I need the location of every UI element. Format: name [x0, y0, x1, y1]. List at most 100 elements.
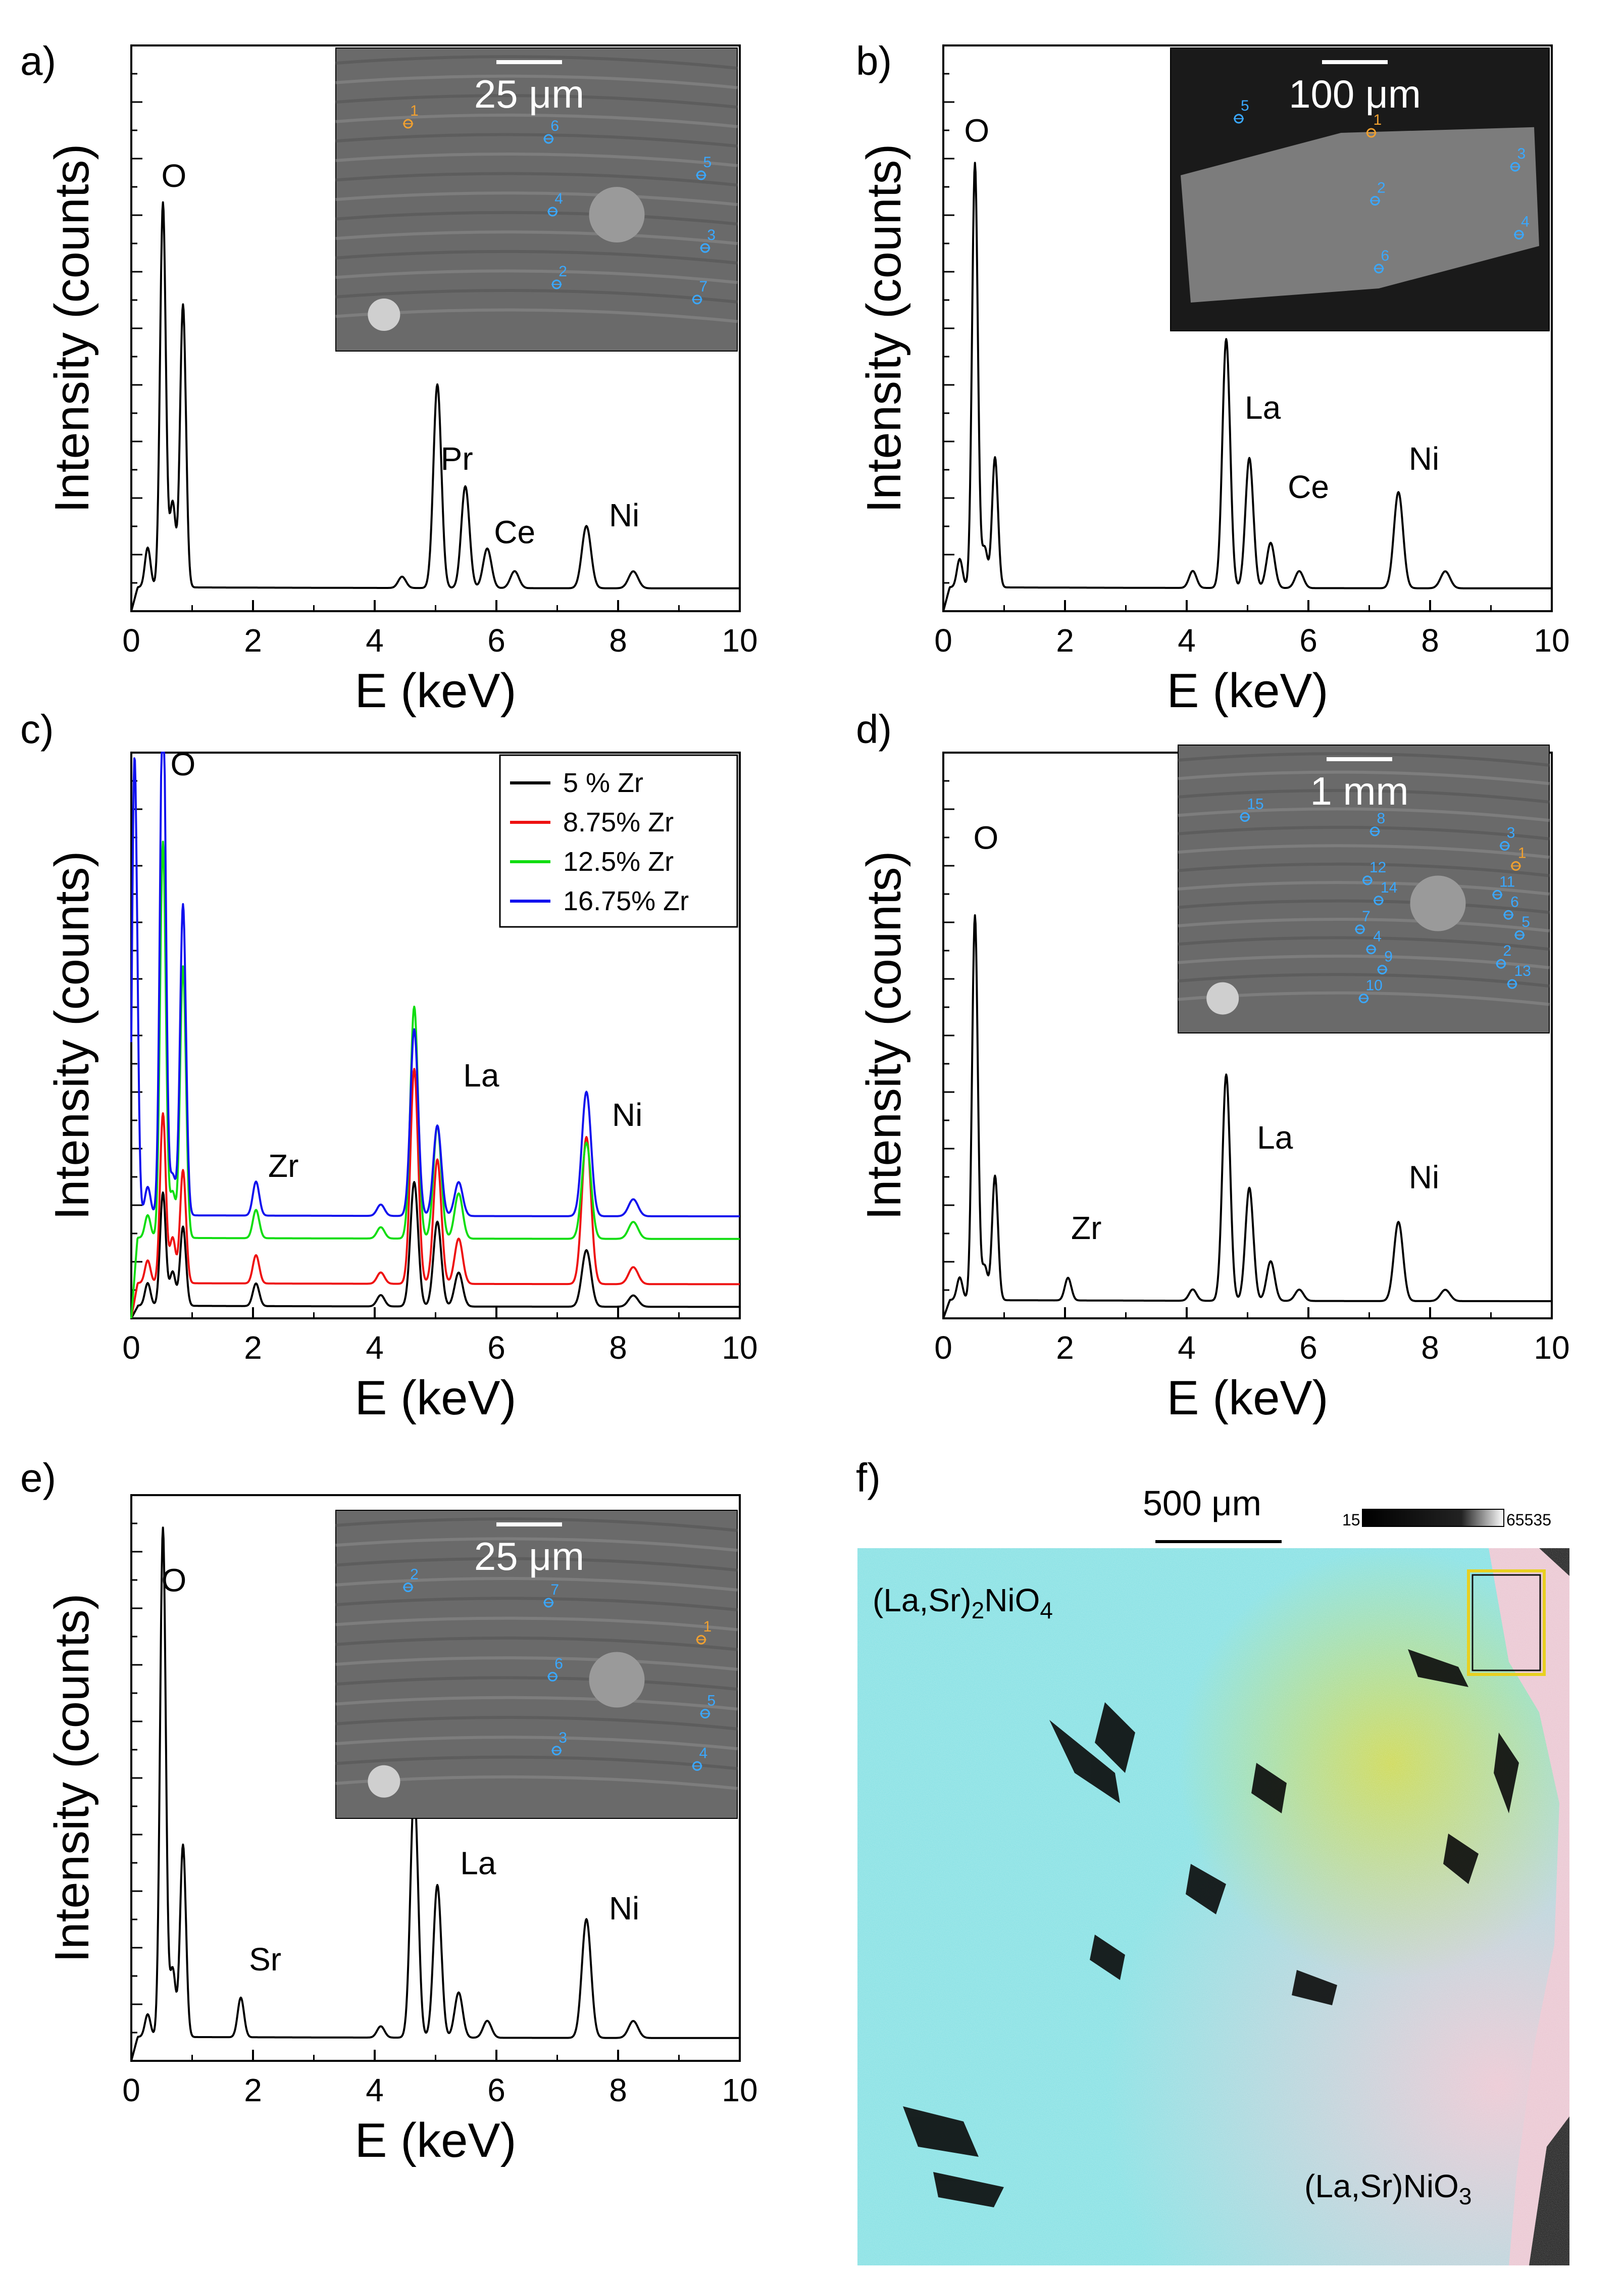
sem-texture [335, 1537, 738, 1552]
sem-inset: 25 μm 2 3 5 6 1 7 4 [335, 1510, 738, 1819]
eds-spectrum-c: 0 2 4 6 8 10 E (keV) Intensity (counts) O Zr La Ni 5… [45, 746, 758, 1425]
sem-texture [335, 133, 738, 148]
sem-scale-label: 25 μm [474, 72, 584, 116]
sem-point-label: 11 [1499, 873, 1515, 890]
sem-texture [335, 1736, 738, 1751]
sem-particle [368, 1765, 400, 1798]
x-tick-label: 6 [1299, 622, 1317, 659]
sem-inset: 25 μm 1 2 3 4 5 6 7 [335, 47, 738, 352]
sem-point-label: 6 [554, 1655, 563, 1672]
peak-label-sr: Sr [249, 1941, 281, 1978]
sem-point-label: 3 [1507, 825, 1515, 842]
sem-point-label: 3 [1517, 145, 1526, 162]
sem-point-label: 2 [1503, 943, 1511, 959]
sem-texture [335, 1716, 738, 1731]
x-tick-label: 8 [609, 622, 627, 659]
x-tick-label: 4 [1178, 1329, 1196, 1366]
peak-label-ni: Ni [1409, 1159, 1439, 1195]
sem-point-label: 12 [1369, 859, 1386, 876]
sem-point-label: 10 [1366, 977, 1383, 994]
sem-particle [589, 1652, 645, 1708]
sem-point-label: 1 [703, 1618, 712, 1635]
peak-label-la: La [463, 1057, 499, 1094]
eds-spectrum-b: 0 2 4 6 8 10 E (keV) Intensity (counts) O La Ce Ni 1… [857, 44, 1570, 718]
sem-point-label: 4 [1521, 214, 1530, 230]
sem-texture [335, 1577, 738, 1592]
x-tick-label: 4 [1178, 622, 1196, 659]
x-axis-title: E (keV) [1166, 1371, 1328, 1425]
x-axis-title: E (keV) [354, 664, 516, 718]
peak-label-o: O [171, 746, 196, 782]
x-tick-label: 6 [487, 622, 505, 659]
x-tick-label: 0 [934, 1329, 952, 1366]
sem-texture [335, 191, 738, 206]
eds-spectrum-d: 0 2 4 6 8 10 E (keV) Intensity (counts) O Zr La Ni 1… [857, 745, 1570, 1425]
sem-texture [1178, 770, 1550, 785]
y-axis-title: Intensity (counts) [857, 851, 911, 1220]
legend-label-3: 16.75% Zr [563, 886, 689, 916]
sem-texture [335, 94, 738, 109]
peak-label-la: La [1245, 389, 1281, 426]
phase-map-image [857, 1548, 1569, 2265]
map-colorbar-max: 65535 [1506, 1511, 1551, 1529]
map-colorbar [1362, 1509, 1504, 1527]
peak-label-ce: Ce [1288, 469, 1329, 505]
phase-label-top: (La,Sr)2NiO4 [873, 1582, 1053, 1623]
sem-point-label: 1 [1518, 845, 1527, 861]
panel-letter-b: b) [856, 38, 892, 83]
peak-label-o: O [161, 1562, 186, 1598]
peak-label-ce: Ce [494, 514, 535, 551]
sem-texture [335, 250, 738, 265]
x-tick-label: 6 [487, 1329, 505, 1366]
peak-label-ni: Ni [612, 1097, 642, 1133]
x-tick-label: 8 [609, 2072, 627, 2108]
panel-letter-f: f) [856, 1455, 881, 1500]
sem-point-label: 4 [699, 1745, 708, 1761]
spectrum-line [942, 162, 1552, 612]
sem-texture [1178, 807, 1550, 822]
peak-label-ni: Ni [609, 497, 639, 533]
sem-texture [335, 1755, 738, 1770]
eds-spectrum-e: 0 2 4 6 8 10 E (keV) Intensity (counts) O Sr La Ni 2… [45, 1494, 758, 2167]
x-tick-label: 2 [1056, 1329, 1074, 1366]
sem-point-label: 4 [554, 190, 563, 207]
peak-label-pr: Pr [441, 440, 473, 477]
sem-texture [335, 211, 738, 226]
map-scale-label: 500 μm [1143, 1484, 1261, 1523]
sem-point-label: 13 [1514, 963, 1531, 979]
x-tick-label: 4 [366, 622, 384, 659]
x-tick-label: 8 [1421, 622, 1439, 659]
peak-label-o: O [161, 158, 186, 194]
panel-letter-d: d) [856, 707, 892, 752]
map-selection-box [1467, 1569, 1546, 1676]
x-tick-label: 10 [722, 2072, 757, 2108]
x-tick-label: 2 [1056, 622, 1074, 659]
sem-texture [1178, 788, 1550, 804]
sem-scale-label: 100 μm [1289, 72, 1421, 116]
x-axis-title: E (keV) [354, 2113, 516, 2167]
sem-inset: 100 μm 5 6 4 2 3 1 [1170, 47, 1550, 331]
x-tick-label: 0 [122, 2072, 140, 2108]
sem-point-label: 7 [550, 1582, 559, 1598]
sem-point-label: 6 [550, 118, 559, 134]
phase-label-bottom: (La,Sr)NiO3 [1304, 2168, 1471, 2209]
spectrum-line [130, 201, 740, 612]
y-axis-title: Intensity (counts) [857, 144, 911, 513]
peak-label-zr: Zr [268, 1148, 298, 1184]
sem-texture [1178, 973, 1550, 988]
peak-label-ni: Ni [1409, 440, 1439, 477]
panel-letter-a: a) [20, 38, 57, 83]
peak-label-ni: Ni [609, 1890, 639, 1926]
sem-grain [1181, 127, 1539, 303]
map-colorbar-min: 15 [1342, 1511, 1360, 1529]
sem-texture [335, 1656, 738, 1671]
spectrum-line [130, 1526, 740, 2061]
sem-particle [1206, 982, 1239, 1015]
x-tick-label: 0 [122, 622, 140, 659]
sem-point-label: 5 [1241, 97, 1249, 114]
x-tick-label: 2 [244, 1329, 262, 1366]
x-tick-label: 10 [722, 1329, 757, 1366]
sem-texture [335, 74, 738, 89]
peak-label-la: La [460, 1845, 496, 1881]
phase-map-f: 500 μm 15 65535 (La,Sr)2NiO4 [857, 1484, 1569, 2265]
